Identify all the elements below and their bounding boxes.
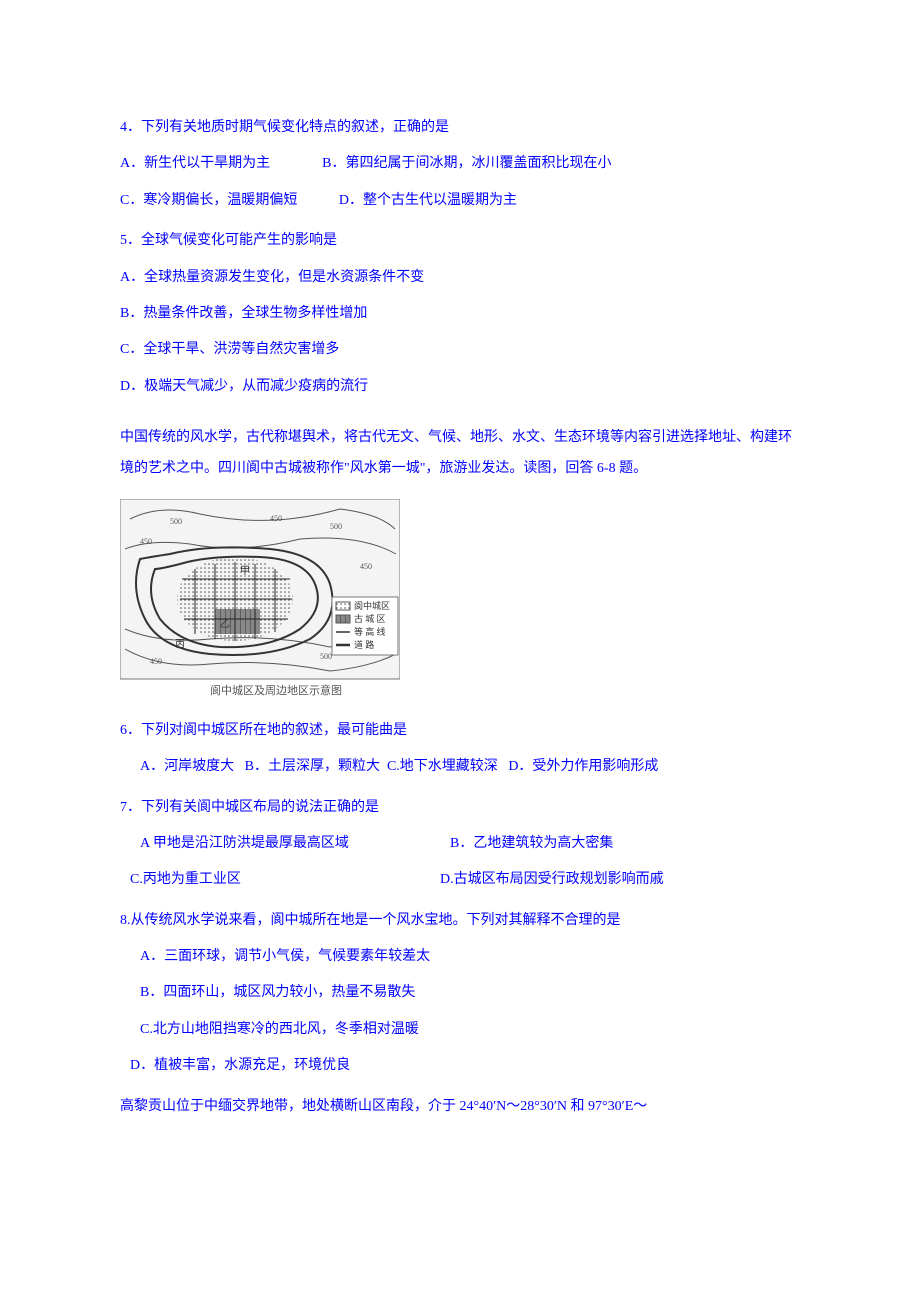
- q6-option-a: A．河岸坡度大: [140, 759, 234, 774]
- svg-text:丙: 丙: [175, 639, 185, 650]
- svg-text:甲: 甲: [240, 566, 250, 577]
- q8-option-b: B．四面环山，城区风力较小，热量不易散失: [120, 975, 800, 1011]
- q7-option-c: C.丙地为重工业区: [130, 862, 440, 898]
- svg-text:450: 450: [270, 514, 282, 523]
- q5-option-d: D．极端天气减少，从而减少疫病的流行: [120, 369, 800, 405]
- svg-text:阆中城区及周边地区示意图: 阆中城区及周边地区示意图: [210, 683, 342, 697]
- q4-option-c: C．寒冷期偏长，温暖期偏短: [120, 193, 297, 208]
- passage1-intro: 中国传统的风水学，古代称堪舆术，将古代无文、气候、地形、水文、生态环境等内容引进…: [120, 423, 800, 485]
- q4-options-line2: C．寒冷期偏长，温暖期偏短 D．整个古生代以温暖期为主: [120, 183, 800, 219]
- q6-options: A．河岸坡度大 B．土层深厚，颗粒大 C.地下水埋藏较深 D．受外力作用影响形成: [120, 749, 800, 785]
- q4-option-b: B．第四纪属于间冰期，冰川覆盖面积比现在小: [322, 156, 611, 171]
- q7-options-row2: C.丙地为重工业区 D.古城区布局因受行政规划影响而戚: [120, 862, 800, 898]
- question-5: 5．全球气候变化可能产生的影响是 A．全球热量资源发生变化，但是水资源条件不变 …: [120, 223, 800, 405]
- svg-text:等 高 线: 等 高 线: [354, 626, 386, 637]
- q6-stem: 6．下列对阆中城区所在地的叙述，最可能曲是: [120, 713, 800, 749]
- question-6: 6．下列对阆中城区所在地的叙述，最可能曲是 A．河岸坡度大 B．土层深厚，颗粒大…: [120, 713, 800, 786]
- svg-text:500: 500: [170, 517, 182, 526]
- svg-text:阆中城区: 阆中城区: [354, 600, 390, 611]
- q8-option-d: D．植被丰富，水源充足，环境优良: [120, 1048, 800, 1084]
- q7-stem: 7．下列有关阆中城区布局的说法正确的是: [120, 790, 800, 826]
- q4-options-line1: A．新生代以干旱期为主 B．第四纪属于间冰期，冰川覆盖面积比现在小: [120, 146, 800, 182]
- svg-text:450: 450: [360, 562, 372, 571]
- q6-option-d: D．受外力作用影响形成: [508, 759, 658, 774]
- question-4: 4．下列有关地质时期气候变化特点的叙述，正确的是 A．新生代以干旱期为主 B．第…: [120, 110, 800, 219]
- map-svg: 甲 乙 丙 500 450 450 500 450 500 450 阆中城区 古…: [120, 499, 400, 699]
- q5-option-c: C．全球干旱、洪涝等自然灾害增多: [120, 332, 800, 368]
- svg-text:450: 450: [140, 537, 152, 546]
- q7-options-row1: A 甲地是沿江防洪堤最厚最高区域 B．乙地建筑较为高大密集: [120, 826, 800, 862]
- question-8: 8.从传统风水学说来看，阆中城所在地是一个风水宝地。下列对其解释不合理的是 A．…: [120, 903, 800, 1085]
- q5-stem: 5．全球气候变化可能产生的影响是: [120, 223, 800, 259]
- q8-stem: 8.从传统风水学说来看，阆中城所在地是一个风水宝地。下列对其解释不合理的是: [120, 903, 800, 939]
- svg-text:道 路: 道 路: [354, 639, 374, 650]
- q5-option-a: A．全球热量资源发生变化，但是水资源条件不变: [120, 260, 800, 296]
- q6-option-c: C.地下水埋藏较深: [387, 759, 498, 774]
- q8-option-a: A．三面环球，调节小气侯，气候要素年较差太: [120, 939, 800, 975]
- q5-option-b: B．热量条件改善，全球生物多样性增加: [120, 296, 800, 332]
- q7-option-a: A 甲地是沿江防洪堤最厚最高区域: [140, 826, 450, 862]
- svg-text:500: 500: [330, 522, 342, 531]
- passage2-intro: 高黎贡山位于中缅交界地带，地处横断山区南段，介于 24°40′N～28°30′N…: [120, 1089, 800, 1125]
- q7-option-d: D.古城区布局因受行政规划影响而戚: [440, 862, 800, 898]
- q6-option-b: B．土层深厚，颗粒大: [245, 759, 380, 774]
- svg-text:450: 450: [150, 657, 162, 666]
- question-7: 7．下列有关阆中城区布局的说法正确的是 A 甲地是沿江防洪堤最厚最高区域 B．乙…: [120, 790, 800, 899]
- svg-text:500: 500: [320, 652, 332, 661]
- svg-text:乙: 乙: [220, 618, 230, 630]
- q7-option-b: B．乙地建筑较为高大密集: [450, 826, 800, 862]
- q4-option-a: A．新生代以干旱期为主: [120, 156, 270, 171]
- q4-stem: 4．下列有关地质时期气候变化特点的叙述，正确的是: [120, 110, 800, 146]
- q8-option-c: C.北方山地阻挡寒冷的西北风，冬季相对温暖: [120, 1012, 800, 1048]
- q4-option-d: D．整个古生代以温暖期为主: [339, 193, 517, 208]
- svg-text:古 城 区: 古 城 区: [354, 613, 386, 624]
- map-figure: 甲 乙 丙 500 450 450 500 450 500 450 阆中城区 古…: [120, 499, 800, 699]
